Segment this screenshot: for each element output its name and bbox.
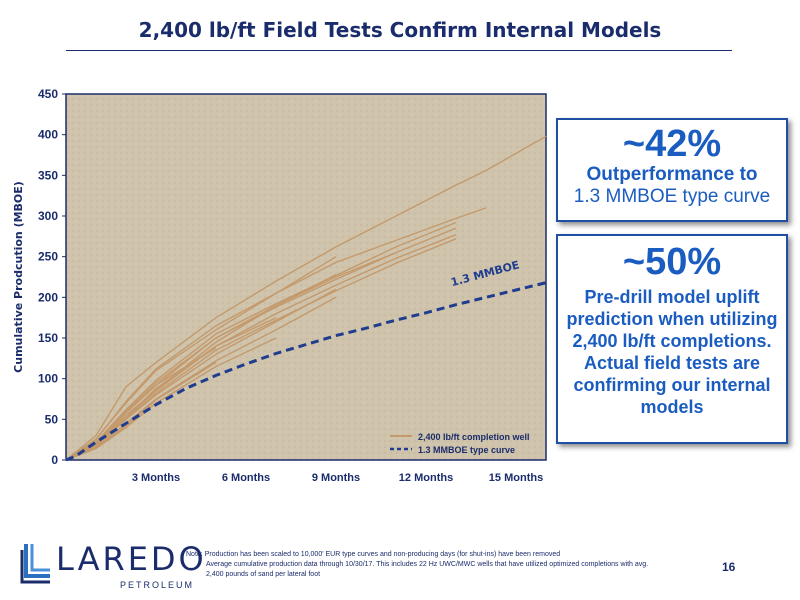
footnote-line1: Production has been scaled to 10,000' EU… bbox=[204, 551, 561, 558]
x-tick-label: 3 Months bbox=[132, 472, 180, 484]
y-tick-label: 400 bbox=[38, 128, 58, 142]
y-tick-label: 150 bbox=[38, 331, 58, 345]
callout-model-uplift-text: Pre-drill model uplift prediction when u… bbox=[566, 287, 778, 417]
y-tick-label: 50 bbox=[45, 412, 59, 426]
company-logo: LAREDO PETROLEUM bbox=[20, 540, 204, 590]
callout-outperformance-line1: Outperformance to bbox=[586, 164, 758, 185]
callout-outperformance-value: ~42% bbox=[622, 123, 722, 165]
callout-outperformance-line2: 1.3 MMBOE type curve bbox=[573, 186, 771, 207]
footnote-line2: Average cumulative production data throu… bbox=[206, 561, 649, 578]
well-line bbox=[65, 361, 217, 461]
logo-wordmark: LAREDO bbox=[56, 540, 207, 578]
title-divider bbox=[66, 50, 732, 51]
well-line bbox=[65, 347, 217, 461]
legend-label-well: 2,400 lb/ft completion well bbox=[418, 432, 530, 442]
y-axis-label: Cumulative Prodcution (MBOE) bbox=[12, 181, 25, 373]
footnote: Note: Production has been scaled to 10,0… bbox=[186, 550, 666, 580]
callout-model-uplift: ~50% Pre-drill model uplift prediction w… bbox=[556, 234, 788, 444]
page-number: 16 bbox=[722, 560, 736, 574]
logo-mark-icon bbox=[20, 544, 50, 584]
legend-label-type-curve: 1.3 MMBOE type curve bbox=[418, 445, 515, 455]
logo-subtitle: PETROLEUM bbox=[120, 580, 195, 590]
y-tick-label: 300 bbox=[38, 209, 58, 223]
y-tick-label: 100 bbox=[38, 372, 58, 386]
page-title: 2,400 lb/ft Field Tests Confirm Internal… bbox=[138, 18, 662, 42]
callout-model-uplift-value: ~50% bbox=[622, 241, 722, 283]
well-line bbox=[65, 135, 547, 461]
x-tick-label: 15 Months bbox=[489, 472, 543, 484]
x-tick-label: 12 Months bbox=[399, 472, 453, 484]
y-tick-label: 250 bbox=[38, 250, 58, 264]
type-curve-line bbox=[65, 281, 547, 462]
y-tick-label: 450 bbox=[38, 87, 58, 101]
x-tick-label: 9 Months bbox=[312, 472, 360, 484]
x-tick-label: 6 Months bbox=[222, 472, 270, 484]
y-tick-label: 200 bbox=[38, 290, 58, 304]
y-tick-label: 350 bbox=[38, 168, 58, 182]
well-line bbox=[65, 256, 337, 461]
footnote-prefix: Note: bbox=[186, 551, 203, 558]
production-chart: 0 50 100 150 200 250 300 350 400 450 3 Months 6 Mon… bbox=[12, 87, 547, 484]
y-tick-label: 0 bbox=[51, 453, 58, 467]
callout-outperformance: ~42% Outperformance to 1.3 MMBOE type cu… bbox=[556, 118, 788, 222]
well-line bbox=[65, 288, 337, 461]
